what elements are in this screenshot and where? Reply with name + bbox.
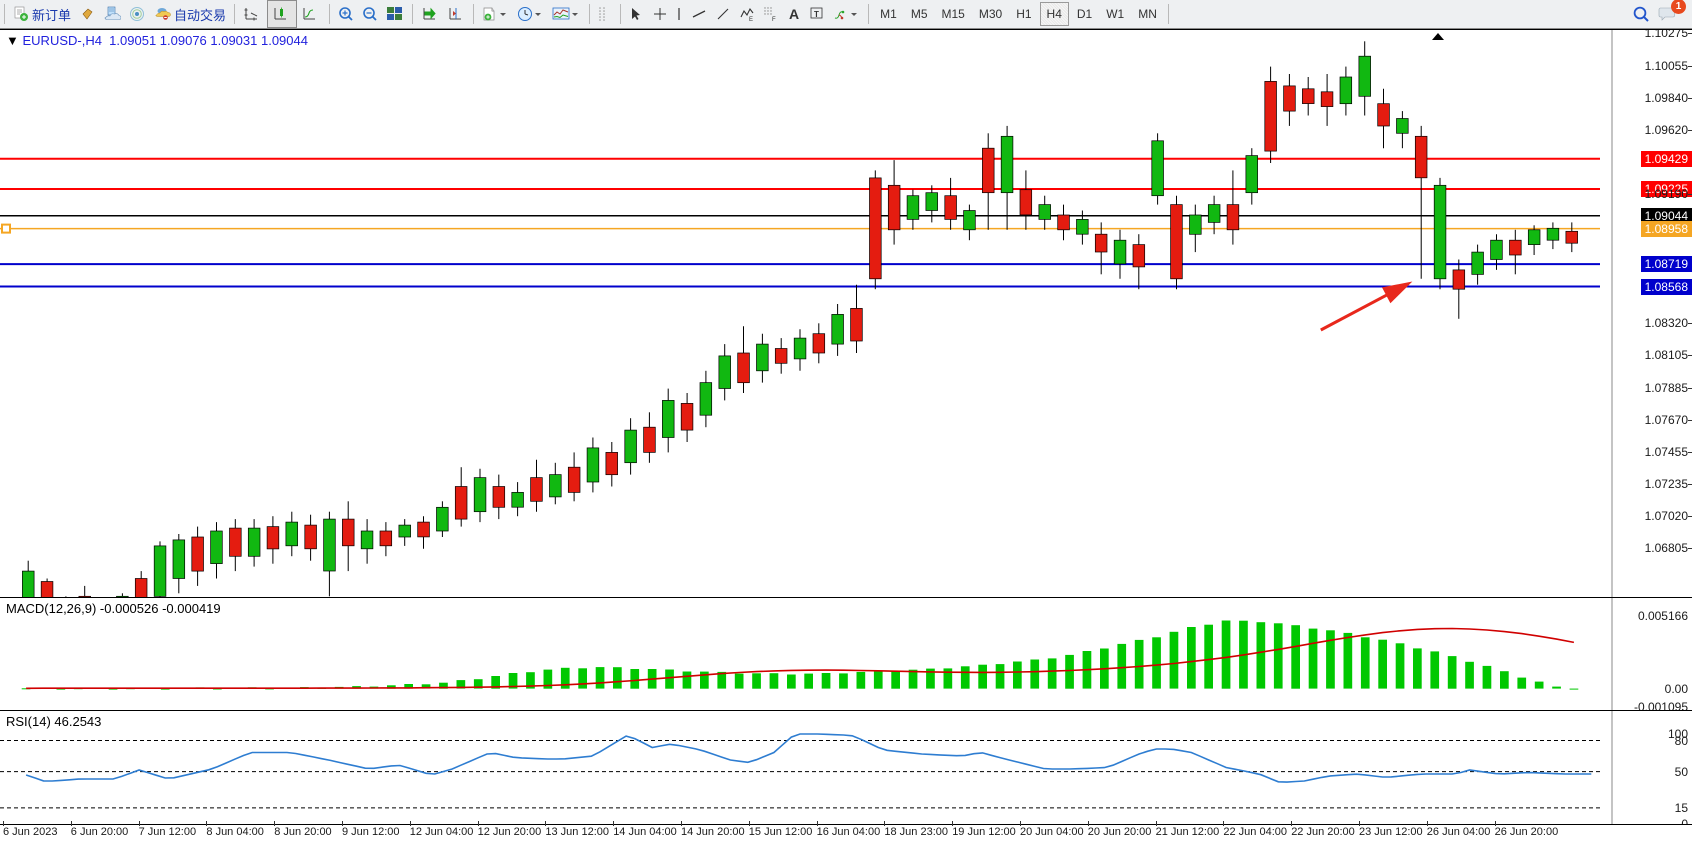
svg-text:F: F xyxy=(772,17,776,22)
svg-text:T: T xyxy=(814,10,819,19)
svg-text:E: E xyxy=(749,17,753,22)
